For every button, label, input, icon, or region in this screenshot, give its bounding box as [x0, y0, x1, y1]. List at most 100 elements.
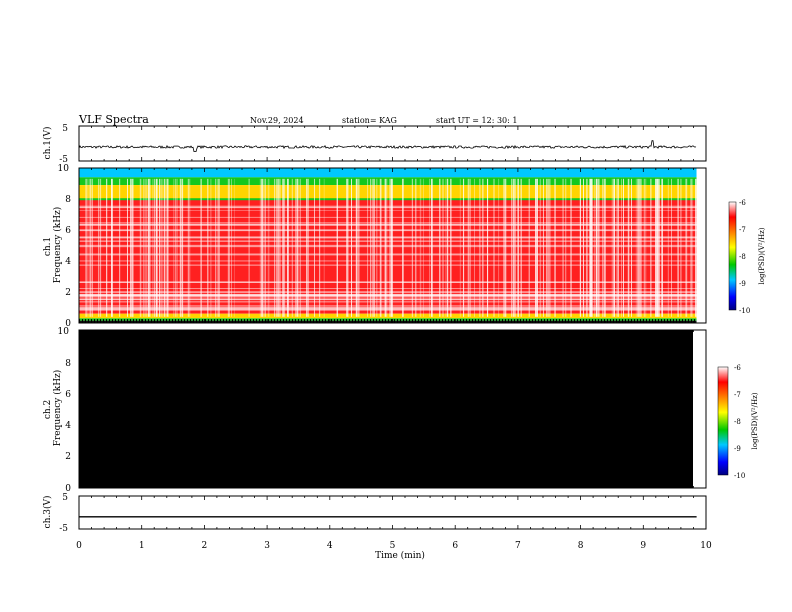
spectrum-tick: [535, 319, 536, 323]
spectrum-tick: [634, 319, 635, 323]
spectrum-tick: [262, 319, 263, 323]
spectrum-streak: [79, 264, 697, 266]
spectrum-gap: [474, 178, 475, 317]
spectrum-tick: [109, 319, 110, 323]
spectrum-gap: [602, 178, 604, 317]
ch1-waveform-panel: 5 -5 ch.1(V): [42, 124, 707, 165]
spectrum-streak: [79, 222, 697, 223]
spectrum-tick: [403, 319, 404, 323]
spectrum-tick: [340, 319, 341, 323]
spectrum-gap: [282, 178, 284, 317]
spectrum-gap: [586, 178, 588, 317]
spectrum-gap: [139, 178, 142, 317]
spectrum-gap: [355, 178, 358, 317]
spectrum-tick: [124, 319, 125, 323]
spectrum-tick: [268, 319, 269, 323]
cb1-tick-9: -9: [739, 280, 746, 288]
spectrum-gap: [373, 178, 375, 317]
spectrum-tick: [574, 319, 575, 323]
spectrum-tick: [169, 319, 170, 323]
spectrum-gap: [287, 178, 289, 317]
spectrum-gap: [520, 178, 522, 317]
spectrum-tick: [532, 319, 533, 323]
spectrum-streak: [79, 205, 697, 208]
spectrum-tick: [148, 319, 149, 323]
spectrum-tick: [343, 319, 344, 323]
ch3-ytick-top: 5: [62, 493, 68, 503]
spectrum-tick: [511, 319, 512, 323]
spectrum-gap: [637, 178, 639, 317]
time-tick-label: 8: [578, 541, 584, 551]
time-tick-label: 7: [515, 541, 521, 551]
spectrum-tick: [106, 319, 107, 323]
spectrum-tick: [481, 319, 482, 323]
spectrum-tick: [184, 319, 185, 323]
spectrum-gap: [106, 178, 108, 317]
spectrum-tick: [502, 319, 503, 323]
cb1-tick-10: -10: [739, 307, 750, 315]
spectrum-tick: [559, 319, 560, 323]
spectrum-gap: [229, 178, 230, 317]
spectrum-streak: [79, 229, 697, 232]
ch2-spectrogram-panel: 10 8 6 4 2 0 ch.2 Frequency (kHz): [43, 327, 707, 494]
spectrum-gap: [155, 178, 158, 317]
spectrum-tick: [487, 319, 488, 323]
spectrum-gap: [627, 178, 630, 317]
spectrum-tick: [547, 319, 548, 323]
spectrum-tick: [145, 319, 146, 323]
colorbar-ch2-label: log(PSD)(V²/Hz): [751, 392, 759, 449]
spectrum-gap: [512, 178, 515, 317]
spectrum-tick: [406, 319, 407, 323]
spectrum-tick: [97, 319, 98, 323]
spectrum-gap: [690, 178, 692, 317]
spectrum-tick: [553, 319, 554, 323]
spectrum-streak: [79, 216, 697, 218]
ch2-freq-tick-0: 0: [65, 484, 71, 494]
cb2-tick-9: -9: [734, 445, 741, 453]
spectrum-streak: [79, 241, 697, 242]
spectrum-gap: [511, 178, 512, 317]
cb2-tick-7: -7: [734, 391, 741, 399]
spectrum-tick: [316, 319, 317, 323]
cb2-tick-6: -6: [734, 364, 741, 372]
spectrum-gap: [570, 178, 572, 317]
spectrum-tick: [193, 319, 194, 323]
spectrum-gap: [411, 178, 413, 317]
spectrum-tick: [646, 319, 647, 323]
spectrum-tick: [139, 319, 140, 323]
spectrum-gap: [283, 178, 286, 317]
spectrum-tick: [334, 319, 335, 323]
spectrum-gap: [528, 178, 530, 317]
spectrum-tick: [622, 319, 623, 323]
spectrum-tick: [271, 319, 272, 323]
spectrum-tick: [475, 319, 476, 323]
spectrum-tick: [409, 319, 410, 323]
spectrum-tick: [199, 319, 200, 323]
spectrum-gap: [536, 178, 538, 317]
header-date: Nov.29, 2024: [250, 116, 304, 125]
spectrum-tick: [538, 319, 539, 323]
spectrum-streak: [79, 294, 697, 297]
spectrum-gap: [594, 178, 596, 317]
spectrum-gap: [154, 178, 156, 317]
spectrum-tick: [349, 319, 350, 323]
spectrum-tick: [568, 319, 569, 323]
spectrum-tick: [217, 319, 218, 323]
spectrum-gap: [131, 178, 134, 317]
ch1-ylabel: ch.1(V): [42, 127, 53, 160]
spectrum-tick: [658, 319, 659, 323]
spectrum-gap: [264, 178, 266, 317]
spectrum-gap: [450, 178, 452, 317]
spectrum-tick: [346, 319, 347, 323]
colorbar-ch2-gradient: [717, 366, 729, 476]
spectrum-gap: [175, 178, 176, 317]
time-tick-label: 0: [76, 541, 82, 551]
spectrum-tick: [520, 319, 521, 323]
ch1-freq-tick-2: 2: [65, 288, 71, 298]
spectrum-tick: [421, 319, 422, 323]
spectrum-tick: [433, 319, 434, 323]
ch1-freq-tick-10: 10: [58, 164, 70, 174]
spectrum-gap: [439, 178, 441, 317]
spectrum-gap: [295, 178, 297, 317]
spectrum-streak: [79, 288, 697, 289]
